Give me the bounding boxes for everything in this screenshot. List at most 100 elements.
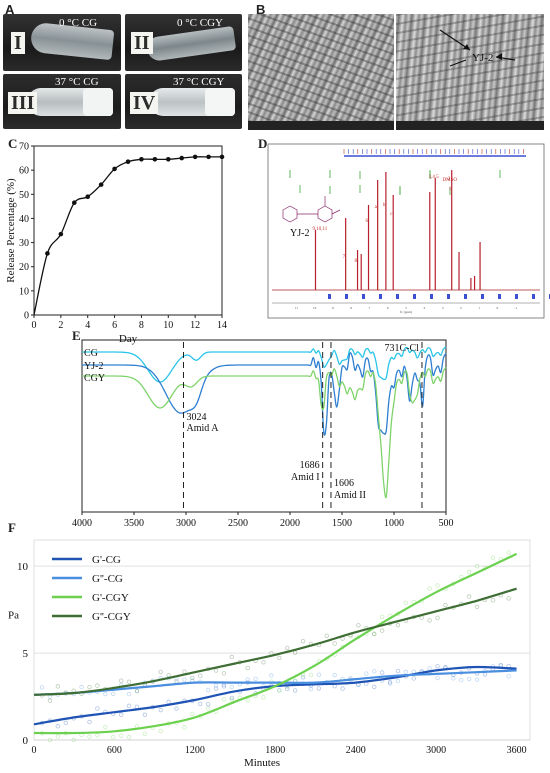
annotation-label: Amid A (187, 423, 220, 434)
vial-temp-label: 0 °C CG (59, 17, 98, 29)
y-tick-label: 0 (23, 735, 29, 747)
annotation-label: 3024 (187, 412, 207, 423)
x-tick-label: 6 (112, 320, 117, 331)
raw-data-point (474, 564, 480, 569)
release-point (45, 251, 50, 256)
x-tick-label: 3600 (507, 745, 527, 756)
annotation-label: Amid I (291, 472, 320, 483)
integral-value (532, 294, 535, 299)
raw-data-point (87, 734, 92, 739)
raw-data-point (403, 669, 409, 675)
x-tick-label: 1500 (332, 518, 352, 529)
ppm-tick-label: 0 (497, 306, 499, 310)
ppm-tick-label: 3 (442, 306, 444, 310)
raw-data-point (435, 583, 440, 588)
raw-data-point (474, 677, 480, 682)
molecule-structure (282, 196, 341, 223)
raw-data-point (229, 697, 235, 702)
peak-label: 9,10,11 (312, 227, 327, 232)
release-point (179, 155, 185, 161)
panel-b-letter: B (256, 2, 266, 17)
peak-label: b (383, 203, 386, 208)
raw-data-point (63, 720, 68, 726)
raw-data-point (55, 734, 61, 739)
raw-data-point (111, 734, 116, 740)
series-label: CGY (84, 373, 105, 384)
raw-data-point (285, 686, 290, 692)
raw-data-point (411, 676, 416, 681)
integral-value (362, 294, 365, 299)
raw-data-point (205, 706, 211, 711)
release-point (206, 154, 211, 160)
x-tick-label: 500 (439, 518, 454, 529)
legend-label: G''-CGY (92, 611, 131, 623)
raw-data-point (277, 655, 282, 661)
raw-data-point (158, 728, 163, 734)
raw-data-point (466, 594, 472, 599)
raw-data-point (372, 631, 377, 637)
integral-value (498, 294, 501, 299)
raw-data-point (379, 628, 385, 633)
raw-data-point (285, 645, 290, 651)
raw-data-point (277, 688, 282, 693)
raw-data-point (103, 691, 108, 697)
vial-temp-label: 37 °C CGY (173, 76, 225, 88)
x-tick-label: 1200 (185, 745, 205, 756)
raw-data-point (395, 668, 401, 674)
raw-data-point (261, 660, 266, 665)
solvent-label: DMSO (443, 178, 458, 183)
raw-data-point (300, 675, 306, 680)
panel-c-letter: C (8, 136, 17, 151)
raw-data-point (95, 706, 100, 711)
x-axis-label: Day (119, 333, 138, 345)
raw-data-point (316, 686, 322, 691)
raw-data-point (308, 672, 314, 678)
raw-data-point (277, 688, 282, 693)
annotation-label: 1606 (334, 478, 354, 489)
raw-data-point (158, 669, 163, 675)
plot-area (33, 539, 531, 741)
ppm-tick-label: 10 (313, 306, 317, 310)
sem-yj2-label: YJ-2 (472, 52, 493, 64)
raw-data-point (47, 737, 53, 743)
raw-data-point (356, 623, 361, 628)
integral-value (345, 294, 348, 299)
raw-data-point (332, 672, 337, 678)
y-tick-label: 20 (19, 262, 29, 273)
y-tick-label: 10 (19, 286, 29, 297)
raw-data-point (372, 684, 377, 689)
raw-data-point (403, 600, 409, 606)
ppm-tick-label: 1 (478, 306, 480, 310)
raw-data-point (55, 684, 61, 689)
ppm-tick-label: 5 (405, 306, 407, 310)
benzene-ring (282, 205, 298, 223)
y-tick-label: 5 (23, 648, 29, 660)
raw-data-point (245, 677, 250, 682)
raw-data-point (213, 686, 219, 691)
integral-value (396, 294, 399, 299)
integral-value (464, 294, 467, 299)
integral-value (481, 294, 484, 299)
raw-data-point (427, 618, 432, 623)
release-point (125, 159, 131, 164)
raw-data-point (506, 550, 511, 555)
raw-data-point (229, 684, 235, 690)
sem-image-cgy (396, 14, 544, 130)
vial-photo-2: II 0 °C CGY (125, 14, 242, 71)
integral-value (328, 294, 331, 299)
raw-data-point (300, 639, 306, 644)
raw-data-point (118, 712, 124, 717)
raw-data-point (261, 695, 266, 700)
release-point (219, 154, 225, 160)
raw-data-point (190, 711, 195, 717)
ppm-tick-label: 2 (460, 306, 462, 310)
compound-label: YJ-2 (290, 228, 309, 239)
ppm-tick-label: -1 (514, 306, 517, 310)
release-point (192, 154, 198, 160)
raw-data-point (118, 678, 124, 683)
raw-data-point (395, 678, 401, 684)
raw-data-point (435, 664, 440, 669)
legend-label: G'-CGY (92, 592, 129, 604)
